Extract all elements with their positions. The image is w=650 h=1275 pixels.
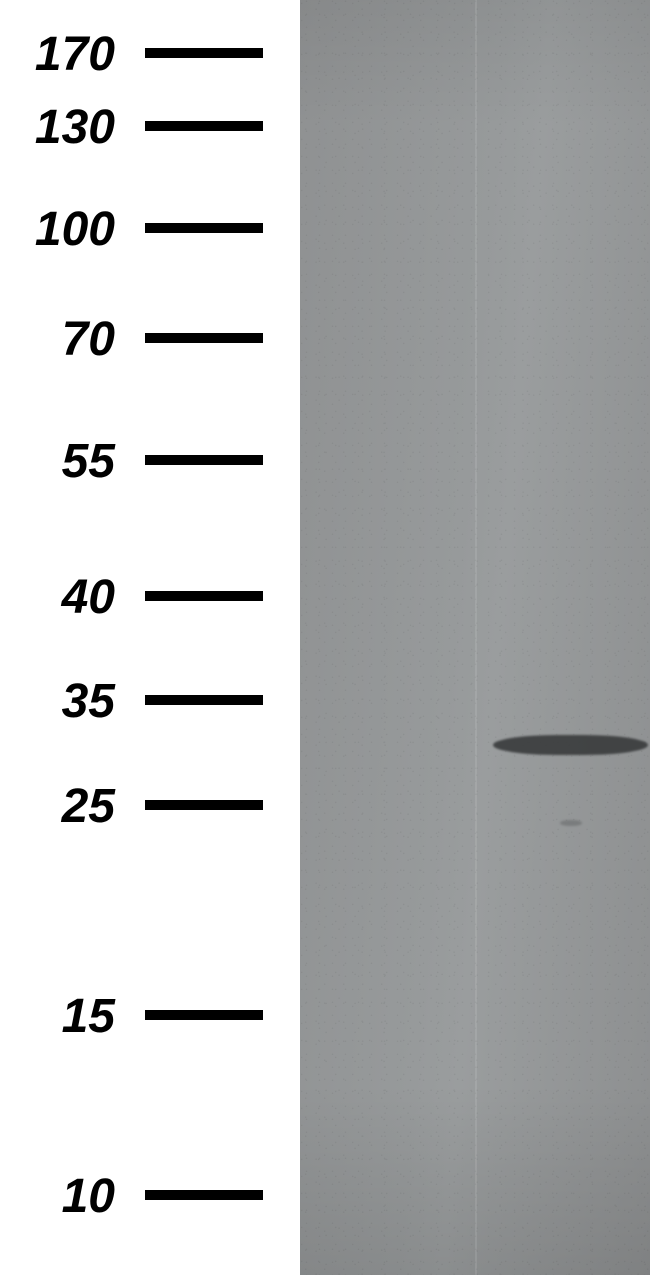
mw-tick-130 bbox=[145, 121, 263, 131]
mw-label-25: 25 bbox=[0, 779, 115, 834]
mw-tick-10 bbox=[145, 1190, 263, 1200]
mw-tick-100 bbox=[145, 223, 263, 233]
mw-label-40: 40 bbox=[0, 570, 115, 625]
mw-label-170: 170 bbox=[0, 27, 115, 82]
mw-tick-40 bbox=[145, 591, 263, 601]
mw-label-100: 100 bbox=[0, 202, 115, 257]
mw-label-70: 70 bbox=[0, 312, 115, 367]
mw-label-130: 130 bbox=[0, 100, 115, 155]
lane-1-control bbox=[300, 0, 475, 1275]
mw-tick-55 bbox=[145, 455, 263, 465]
primary-band-33kda bbox=[493, 735, 648, 755]
mw-label-55: 55 bbox=[0, 434, 115, 489]
lane-2-sample bbox=[475, 0, 650, 1275]
mw-tick-35 bbox=[145, 695, 263, 705]
faint-spot-25kda bbox=[560, 820, 582, 826]
mw-tick-25 bbox=[145, 800, 263, 810]
blot-membrane bbox=[300, 0, 650, 1275]
mw-label-35: 35 bbox=[0, 674, 115, 729]
mw-tick-15 bbox=[145, 1010, 263, 1020]
mw-tick-70 bbox=[145, 333, 263, 343]
mw-label-10: 10 bbox=[0, 1169, 115, 1224]
mw-label-15: 15 bbox=[0, 989, 115, 1044]
western-blot-figure: 170 130 100 70 55 40 35 25 15 10 bbox=[0, 0, 650, 1275]
mw-tick-170 bbox=[145, 48, 263, 58]
